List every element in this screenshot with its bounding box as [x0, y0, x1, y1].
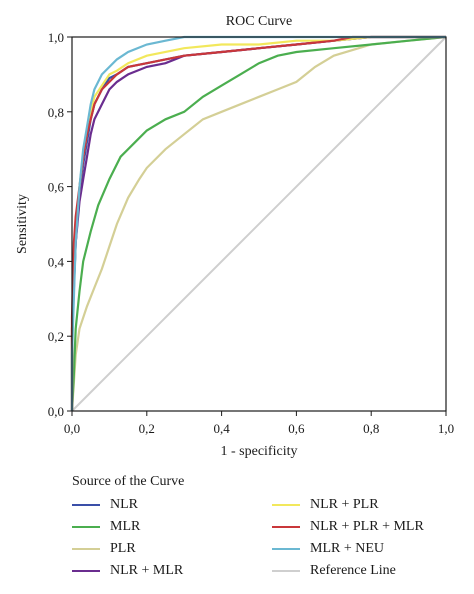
roc-chart: ROC Curve 0,0 0,2 0,4 0,6 0,8 1,0 0,00,20,40,…	[15, 14, 454, 459]
legend-item-nlr-plus-plr: NLR + PLR	[272, 494, 462, 516]
legend-item-nlr-plus-mlr: NLR + MLR	[72, 560, 272, 582]
x-tick-label: 0,4	[213, 421, 230, 436]
legend-label: MLR	[110, 519, 141, 534]
legend-swatch	[72, 504, 100, 506]
y-tick-label: 0,4	[48, 254, 65, 269]
y-tick-label: 1,0	[48, 30, 64, 45]
legend-label: MLR + NEU	[310, 541, 385, 556]
legend-swatch	[272, 504, 300, 506]
legend-label: NLR + MLR	[110, 563, 184, 578]
x-tick-label: 0,2	[139, 421, 155, 436]
y-tick-label: 0,0	[48, 404, 64, 419]
legend-swatch	[72, 526, 100, 528]
y-tick-label: 0,6	[48, 180, 65, 195]
legend-item-nlr-plus-plr-plus-mlr: NLR + PLR + MLR	[272, 516, 462, 538]
legend-label: PLR	[110, 541, 136, 556]
legend-label: NLR	[110, 497, 138, 512]
x-tick-label: 0,6	[288, 421, 305, 436]
legend-item-mlr-plus-neu: MLR + NEU	[272, 538, 462, 560]
legend-item-plr: PLR	[72, 538, 272, 560]
legend-entries: NLR NLR + PLR MLR NLR + PLR + MLR PLR MLR + N…	[72, 494, 462, 582]
legend-label: Reference Line	[310, 563, 396, 578]
x-tick-label: 0,0	[64, 421, 80, 436]
series-line-mlr	[70, 35, 447, 412]
chart-title: ROC Curve	[226, 14, 293, 29]
x-tick-label: 1,0	[438, 421, 454, 436]
x-tick-label: 0,8	[363, 421, 379, 436]
legend-swatch	[72, 570, 100, 572]
legend-title: Source of the Curve	[72, 474, 185, 489]
legend-swatch	[272, 548, 300, 550]
y-tick-label: 0,2	[48, 329, 64, 344]
plot-area	[70, 35, 447, 412]
y-tick-label: 0,8	[48, 105, 64, 120]
legend-label: NLR + PLR	[310, 497, 379, 512]
series-line-reference-line	[71, 36, 447, 412]
x-axis-label: 1 - specificity	[221, 444, 298, 459]
legend-swatch	[272, 526, 300, 528]
series-line-plr	[70, 35, 447, 412]
y-axis: 0,0 0,2 0,4 0,6 0,8 1,0	[48, 30, 72, 419]
legend-item-nlr: NLR	[72, 494, 272, 516]
x-axis: 0,0 0,2 0,4 0,6 0,8 1,0	[64, 411, 454, 436]
legend-item-reference-line: Reference Line	[272, 560, 462, 582]
legend-item-mlr: MLR	[72, 516, 272, 538]
series-line-mlr-plus-neu	[70, 35, 446, 411]
legend-swatch	[272, 570, 300, 572]
legend-swatch	[72, 548, 100, 550]
legend-label: NLR + PLR + MLR	[310, 519, 424, 534]
plot-frame	[71, 36, 447, 412]
legend: Source of the Curve NLR NLR + PLR MLR NLR +…	[72, 474, 462, 582]
y-axis-label: Sensitivity	[15, 194, 30, 254]
